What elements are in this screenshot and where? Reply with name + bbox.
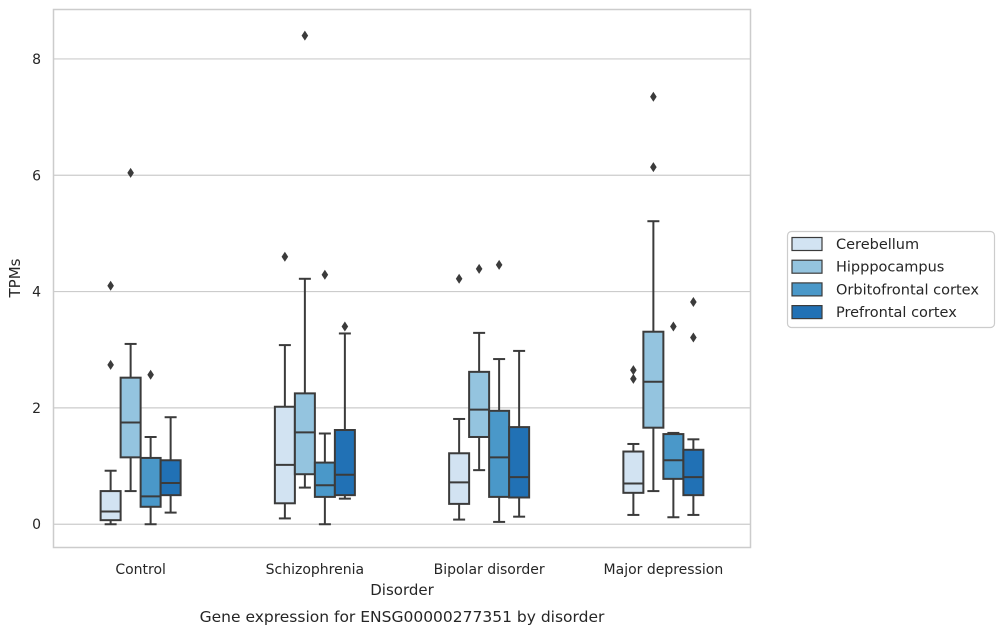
box-iqr — [99, 490, 122, 522]
legend-item: Orbitofrontal cortex — [791, 282, 979, 298]
outlier-point — [630, 365, 637, 376]
legend-item: Hipppocampus — [791, 259, 944, 276]
y-tick-label: 4 — [32, 285, 41, 301]
legend-label: Hipppocampus — [836, 260, 944, 276]
legend-items: Cerebellum Hipppocampus Orbitofrontal cort… — [791, 236, 979, 321]
box-group — [448, 273, 471, 521]
legend-label: Cerebellum — [836, 237, 919, 253]
y-tick-label: 6 — [32, 168, 41, 184]
box-iqr — [313, 461, 336, 498]
x-tick-label: Major depression — [604, 562, 724, 578]
box-group — [99, 280, 122, 526]
x-tick-label: Control — [115, 562, 166, 578]
box-group — [139, 369, 162, 526]
outlier-point — [107, 359, 114, 370]
box-groups — [99, 30, 705, 526]
legend-swatch — [791, 259, 823, 274]
outlier-point — [321, 269, 329, 280]
chart-caption: Gene expression for ENSG00000277351 by d… — [200, 608, 605, 626]
y-tick-labels: 0 2 4 6 8 — [32, 52, 41, 533]
legend-item: Prefrontal cortex — [791, 305, 957, 321]
box-group — [119, 167, 142, 493]
legend: Cerebellum Hipppocampus Orbitofrontal cort… — [786, 230, 996, 329]
box-group — [662, 321, 685, 519]
outlier-point — [281, 251, 289, 262]
box-group — [622, 365, 645, 516]
outlier-point — [147, 369, 154, 380]
box-group — [159, 416, 182, 514]
outlier-point — [107, 280, 114, 291]
box-group — [508, 349, 531, 518]
outlier-point — [650, 91, 657, 102]
outlier-point — [670, 321, 677, 332]
box-iqr — [448, 452, 471, 505]
box-group — [468, 263, 491, 472]
legend-label: Orbitofrontal cortex — [836, 282, 979, 298]
x-tick-label: Schizophrenia — [266, 562, 364, 578]
outlier-point — [630, 373, 637, 384]
box-iqr — [622, 450, 645, 494]
outlier-point — [690, 297, 697, 308]
box-group — [273, 251, 296, 520]
y-axis-label: TPMs — [6, 258, 24, 298]
box-group — [313, 269, 336, 526]
box-iqr — [139, 456, 162, 508]
outlier-point — [301, 30, 309, 41]
legend-frame — [786, 230, 996, 329]
box-group — [682, 297, 705, 516]
box-iqr — [293, 392, 316, 476]
legend-swatch — [791, 282, 823, 297]
plot-frame — [52, 8, 752, 549]
x-tick-label: Bipolar disorder — [434, 562, 545, 578]
outlier-point — [455, 273, 463, 284]
box-group — [488, 259, 511, 523]
y-tick-label: 2 — [32, 401, 41, 417]
y-tick-label: 0 — [32, 517, 41, 533]
outlier-point — [650, 162, 657, 173]
outlier-point — [495, 259, 503, 270]
box-iqr — [642, 330, 665, 429]
outlier-point — [690, 332, 697, 343]
box-iqr — [119, 376, 142, 459]
y-tick-label: 8 — [32, 52, 41, 68]
legend-label: Prefrontal cortex — [836, 305, 957, 321]
outlier-point — [127, 167, 134, 178]
box-iqr — [468, 370, 491, 438]
box-group — [642, 91, 665, 493]
grid-lines — [53, 58, 751, 525]
box-iqr — [273, 405, 296, 505]
box-group — [293, 30, 316, 489]
legend-swatch — [791, 305, 823, 320]
legend-swatch — [791, 236, 823, 252]
x-axis-label: Disorder — [370, 581, 434, 599]
box-iqr — [508, 426, 531, 499]
legend-item: Cerebellum — [791, 236, 919, 253]
box-group — [333, 321, 356, 500]
outlier-point — [475, 263, 483, 274]
box-iqr — [682, 448, 705, 497]
x-tick-labels: Control Schizophrenia Bipolar disorder Majo… — [115, 562, 723, 578]
box-iqr — [488, 409, 511, 498]
box-iqr — [333, 429, 356, 497]
box-iqr — [662, 433, 685, 480]
outlier-point — [341, 321, 349, 332]
box-iqr — [159, 459, 182, 497]
